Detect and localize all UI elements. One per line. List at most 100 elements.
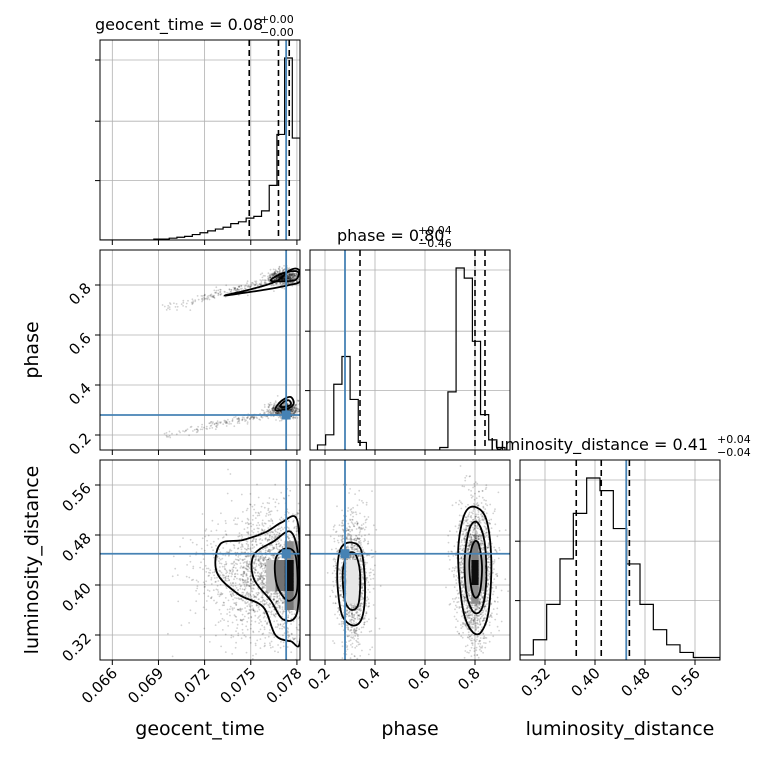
sample-point (252, 609, 255, 612)
sample-point (245, 593, 248, 596)
y-tick-label: 0.32 (58, 629, 94, 665)
sample-point (255, 544, 258, 546)
sample-point (249, 636, 252, 639)
sample-point (257, 558, 260, 561)
sample-point (182, 430, 184, 432)
sample-point (250, 578, 252, 581)
sample-point (287, 512, 290, 514)
sample-point (255, 592, 258, 594)
sample-point (260, 283, 262, 286)
sample-point (224, 530, 227, 532)
sample-point (315, 567, 317, 569)
sample-point (209, 294, 212, 296)
sample-point (242, 575, 245, 578)
sample-point (281, 546, 284, 549)
sample-point (189, 555, 192, 557)
sample-point (303, 593, 305, 595)
sample-point (232, 635, 235, 638)
sample-point (390, 567, 392, 569)
sample-point (294, 410, 297, 413)
sample-point (272, 410, 275, 412)
sample-point (327, 508, 329, 510)
sample-point (212, 296, 215, 298)
sample-point (205, 600, 208, 602)
sample-point (302, 278, 304, 280)
sample-point (315, 649, 317, 651)
sample-point (277, 644, 279, 646)
sample-point (273, 272, 276, 275)
sample-point (320, 598, 322, 600)
sample-point (279, 275, 282, 277)
sample-point (273, 598, 275, 601)
sample-point (262, 578, 265, 581)
sample-point (336, 533, 338, 535)
sample-point (333, 594, 335, 596)
sample-point (240, 619, 243, 622)
sample-point (319, 616, 321, 618)
sample-point (272, 408, 275, 411)
sample-point (272, 273, 275, 275)
sample-point (224, 291, 226, 293)
sample-point (318, 580, 320, 582)
sample-point (282, 601, 284, 604)
sample-point (246, 280, 249, 283)
sample-point (317, 607, 319, 609)
sample-point (290, 632, 293, 635)
sample-point (261, 529, 264, 531)
sample-point (224, 577, 227, 580)
sample-point (326, 622, 328, 624)
sample-point (253, 595, 256, 597)
sample-point (210, 293, 213, 296)
sample-point (212, 540, 215, 543)
sample-point (470, 621, 472, 623)
sample-point (302, 418, 304, 420)
panel-frame (99, 249, 301, 451)
sample-point (236, 608, 239, 611)
sample-point (279, 597, 281, 599)
sample-point (273, 411, 276, 413)
sample-point (260, 528, 263, 531)
sample-point (249, 627, 252, 630)
sample-point (265, 512, 268, 515)
sample-point (239, 610, 242, 612)
sample-point (273, 274, 275, 276)
sample-point (245, 651, 248, 654)
sample-point (311, 531, 313, 533)
sample-point (204, 535, 207, 538)
sample-point (272, 531, 274, 534)
sample-point (312, 605, 314, 607)
sample-point (280, 516, 283, 519)
x-tick-label: 0.40 (567, 664, 603, 700)
sample-point (252, 581, 255, 583)
sample-point (267, 539, 269, 542)
sample-point (182, 301, 185, 304)
sample-point (304, 540, 306, 542)
sample-point (287, 281, 289, 284)
sample-point (265, 532, 268, 535)
sample-point (252, 607, 255, 610)
sample-point (316, 574, 318, 576)
sample-point (243, 418, 246, 421)
sample-point (217, 538, 220, 540)
sample-point (306, 507, 308, 509)
sample-point (260, 596, 263, 599)
sample-point (260, 550, 262, 553)
sample-point (316, 580, 318, 582)
sample-point (267, 410, 270, 412)
sample-point (305, 536, 307, 538)
sample-point (304, 408, 306, 410)
sample-point (293, 527, 296, 530)
sample-point (174, 306, 177, 308)
sample-point (260, 579, 263, 582)
sample-point (230, 422, 232, 425)
sample-point (186, 428, 189, 431)
sample-point (330, 539, 332, 541)
sample-point (261, 596, 264, 599)
sample-point (219, 558, 222, 561)
sample-point (264, 275, 266, 277)
sample-point (273, 290, 275, 292)
sample-point (261, 633, 264, 635)
sample-point (289, 276, 292, 279)
sample-point (210, 543, 212, 545)
sample-point (321, 587, 323, 589)
